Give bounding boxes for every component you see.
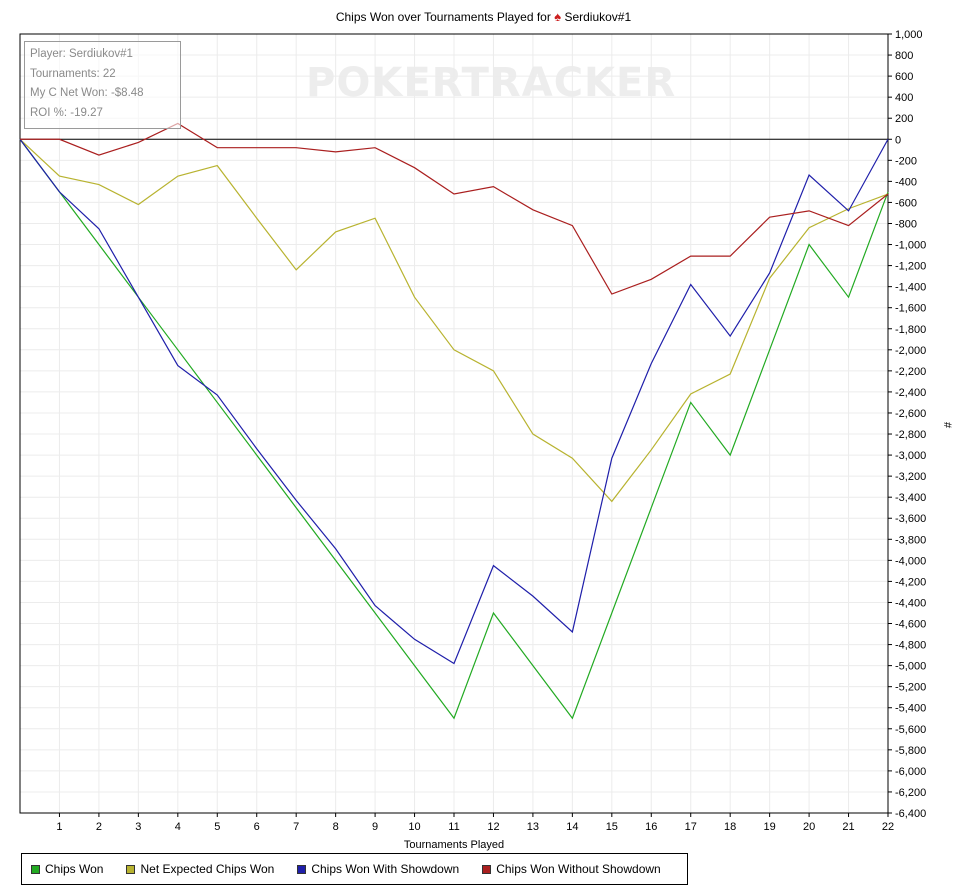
- y-tick-label: -2,200: [895, 366, 926, 378]
- y-tick-label: 1,000: [895, 29, 923, 41]
- y-tick-label: -4,000: [895, 555, 926, 567]
- y-tick-label: -4,600: [895, 619, 926, 631]
- legend-label: Chips Won With Showdown: [311, 862, 460, 876]
- y-tick-label: -4,400: [895, 597, 926, 609]
- y-tick-label: 600: [895, 71, 913, 83]
- y-tick-label: -4,200: [895, 576, 926, 588]
- x-tick-label: 9: [372, 821, 378, 833]
- legend-swatch: [482, 864, 492, 874]
- y-tick-label: -1,000: [895, 240, 926, 252]
- legend-swatch: [31, 864, 40, 874]
- y-tick-label: -3,800: [895, 534, 926, 546]
- x-tick-label: 3: [135, 821, 141, 833]
- y-tick-label: 200: [895, 113, 913, 125]
- x-tick-label: 15: [606, 821, 618, 833]
- y-tick-label: 800: [895, 50, 913, 62]
- y-tick-label: -400: [895, 176, 917, 188]
- y-tick-label: -4,800: [895, 640, 926, 652]
- y-tick-label: 0: [895, 134, 901, 146]
- y-tick-label: 400: [895, 92, 913, 104]
- poker-spade-icon: ♠: [554, 9, 562, 24]
- series-line-1: [19, 138, 889, 720]
- x-tick-label: 10: [408, 821, 420, 833]
- legend-item-1: Chips Won: [31, 862, 103, 876]
- watermark-logo: POKERTRACKER: [306, 60, 677, 106]
- x-tick-label: 16: [645, 821, 657, 833]
- y-tick-label: -2,600: [895, 408, 926, 420]
- x-tick-label: 13: [527, 821, 539, 833]
- y-tick-label: -1,800: [895, 324, 926, 336]
- y-tick-label: -2,400: [895, 387, 926, 399]
- y-tick-label: -1,200: [895, 261, 926, 273]
- y-tick-label: -3,400: [895, 492, 926, 504]
- x-tick-label: 12: [487, 821, 499, 833]
- y-tick-label: -6,200: [895, 787, 926, 799]
- legend-item-4: Chips Won Without Showdown: [482, 862, 661, 876]
- legend-label: Chips Won Without Showdown: [496, 862, 661, 876]
- x-tick-label: 4: [175, 821, 181, 833]
- chart-title-text: Chips Won over Tournaments Played for: [335, 10, 551, 24]
- series-line-2: [19, 138, 889, 503]
- legend-label: Net Expected Chips Won: [140, 862, 275, 876]
- y-tick-label: -5,000: [895, 661, 926, 673]
- series-line-4: [20, 122, 889, 295]
- x-tick-label: 20: [803, 821, 815, 833]
- y-tick-label: -5,600: [895, 724, 926, 736]
- x-tick-label: 2: [96, 821, 102, 833]
- y-tick-label: -6,400: [895, 808, 926, 820]
- y-tick-label: -600: [895, 197, 917, 209]
- legend-swatch: [297, 864, 307, 874]
- y-tick-label: -3,600: [895, 513, 926, 525]
- x-tick-label: 11: [448, 821, 459, 833]
- y-tick-label: -3,000: [895, 450, 926, 462]
- legend-item-2: Net Expected Chips Won: [126, 862, 274, 876]
- x-tick-label: 17: [685, 821, 697, 833]
- legend-label: Chips Won: [45, 862, 104, 876]
- chart-title: Chips Won over Tournaments Played for ♠ …: [0, 9, 967, 24]
- x-tick-label: 6: [254, 821, 260, 833]
- y-tick-label: -1,400: [895, 282, 926, 294]
- legend-item-3: Chips Won With Showdown: [297, 862, 459, 876]
- x-axis-label: Tournaments Played: [404, 839, 504, 851]
- x-tick-label: 5: [214, 821, 220, 833]
- series-line-3: [19, 138, 889, 665]
- x-tick-label: 7: [293, 821, 299, 833]
- legend-swatch: [126, 864, 136, 874]
- x-tick-label: 14: [566, 821, 578, 833]
- chart-title-player: Serdiukov#1: [564, 10, 632, 24]
- x-tick-label: 21: [842, 821, 854, 833]
- y-tick-label: -3,200: [895, 471, 926, 483]
- x-tick-label: 18: [724, 821, 736, 833]
- x-tick-label: 1: [56, 821, 62, 833]
- y-tick-label: -2,800: [895, 429, 926, 441]
- info-tournaments: Tournaments: 22: [30, 67, 116, 80]
- y-tick-label: -5,400: [895, 703, 926, 715]
- info-net-won: My C Net Won: -$8.48: [30, 87, 144, 99]
- y-tick-label: -5,800: [895, 745, 926, 757]
- y-tick-label: -2,000: [895, 345, 926, 357]
- y-tick-label: -800: [895, 218, 917, 230]
- x-tick-label: 19: [764, 821, 776, 833]
- x-tick-label: 22: [882, 821, 894, 833]
- x-tick-label: 8: [333, 821, 339, 833]
- y-tick-label: -6,000: [895, 766, 926, 778]
- plot-frame: [19, 33, 889, 814]
- info-roi: ROI %: -19.27: [30, 106, 103, 119]
- y-axis-label: #: [941, 422, 953, 429]
- y-tick-label: -5,200: [895, 682, 926, 694]
- info-player: Player: Serdiukov#1: [30, 48, 133, 60]
- y-tick-label: -200: [895, 155, 917, 167]
- player-info-box: Player: Serdiukov#1 Tournaments: 22 My C…: [24, 41, 181, 129]
- y-tick-label: -1,600: [895, 303, 926, 315]
- chart-legend: Chips Won Net Expected Chips Won Chips Won…: [21, 853, 688, 885]
